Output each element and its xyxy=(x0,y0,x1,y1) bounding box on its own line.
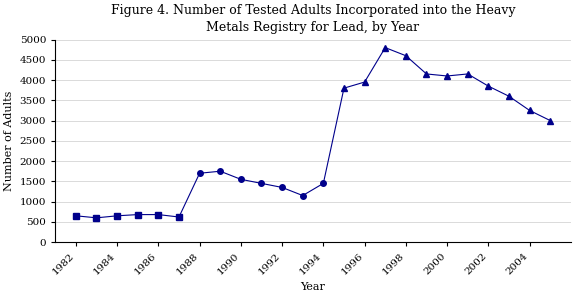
X-axis label: Year: Year xyxy=(301,282,325,292)
Title: Figure 4. Number of Tested Adults Incorporated into the Heavy
Metals Registry fo: Figure 4. Number of Tested Adults Incorp… xyxy=(111,4,515,34)
Y-axis label: Number of Adults: Number of Adults xyxy=(4,91,14,191)
